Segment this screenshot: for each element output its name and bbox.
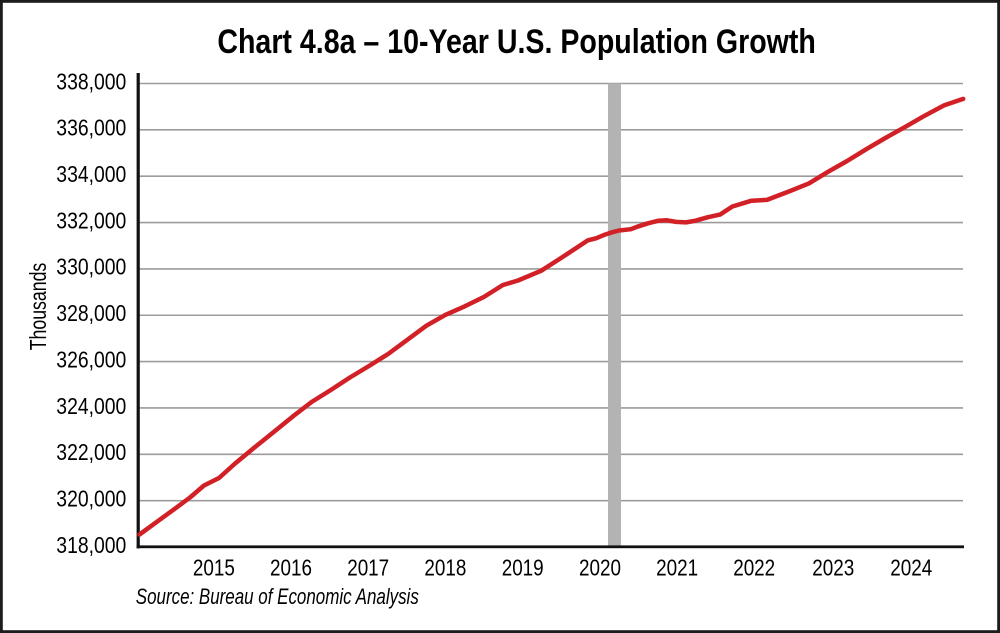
svg-text:Chart 4.8a – 10-Year U.S. Popu: Chart 4.8a – 10-Year U.S. Population Gro… [217,23,816,61]
svg-text:Source: Bureau of Economic Ana: Source: Bureau of Economic Analysis [136,584,419,609]
svg-text:318,000: 318,000 [56,532,126,558]
svg-text:336,000: 336,000 [56,115,126,141]
svg-text:2022: 2022 [733,554,775,580]
svg-text:2019: 2019 [502,554,544,580]
svg-text:Thousands: Thousands [25,263,51,351]
svg-text:2018: 2018 [424,554,466,580]
svg-text:328,000: 328,000 [56,300,126,326]
svg-text:338,000: 338,000 [56,68,126,94]
svg-text:2020: 2020 [579,554,621,580]
svg-text:334,000: 334,000 [56,161,126,187]
svg-text:2024: 2024 [890,554,932,580]
svg-text:330,000: 330,000 [56,254,126,280]
svg-text:324,000: 324,000 [56,393,126,419]
svg-text:322,000: 322,000 [56,439,126,465]
svg-text:2016: 2016 [270,554,312,580]
svg-text:2021: 2021 [656,554,698,580]
svg-text:2015: 2015 [193,554,235,580]
svg-text:320,000: 320,000 [56,485,126,511]
svg-text:326,000: 326,000 [56,346,126,372]
svg-text:2017: 2017 [347,554,389,580]
svg-text:2023: 2023 [812,554,854,580]
svg-text:332,000: 332,000 [56,207,126,233]
